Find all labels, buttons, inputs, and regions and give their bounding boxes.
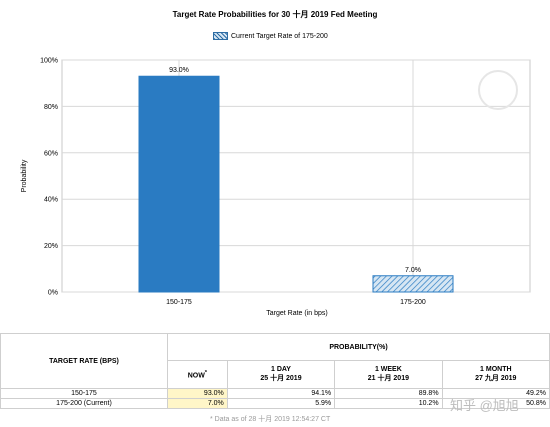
bar-value-label: 93.0%: [169, 67, 189, 74]
y-tick-label: 0%: [48, 290, 58, 297]
data-footnote: * Data as of 28 十月 2019 12:54:27 CT: [210, 416, 331, 423]
logo-watermark-icon: [478, 70, 518, 110]
y-tick-label: 80%: [44, 104, 58, 111]
y-tick-label: 60%: [44, 150, 58, 157]
bar-value-label: 7.0%: [405, 267, 421, 274]
col-now-header: NOW*: [167, 360, 228, 389]
x-tick-label: 175-200: [400, 299, 426, 306]
y-tick-label: 40%: [44, 197, 58, 204]
target-rate-header: TARGET RATE (BPS): [0, 333, 168, 389]
probability-bar-chart: 0% 20% 40% 60% 80% 100% 93.0% 150-175 7.0% 175-2…: [21, 58, 531, 317]
chart-title: Target Rate Probabilities for 30 十月 2019…: [172, 10, 378, 19]
x-tick-label: 150-175: [166, 299, 192, 306]
col-1week-header: 1 WEEK 21 十月 2019: [334, 360, 443, 389]
probability-header: PROBABILITY(%): [167, 333, 550, 361]
row-label: 175-200 (Current): [0, 398, 168, 409]
cell-1day: 94.1%: [226, 388, 336, 399]
probability-table: TARGET RATE (BPS) PROBABILITY(%) NOW* 1 …: [0, 333, 550, 409]
row-label: 150-175: [0, 388, 168, 399]
col-1month-header: 1 MONTH 27 九月 2019: [441, 360, 550, 389]
table-row: 175-200 (Current) 7.0% 5.9% 10.2% 50.8%: [0, 398, 550, 409]
bar-175-200: [372, 275, 454, 293]
legend-swatch: [213, 32, 228, 40]
plot-frame: [61, 59, 531, 293]
legend-label: Current Target Rate of 175-200: [231, 32, 328, 40]
cell-1week: 10.2%: [334, 398, 443, 409]
bar-150-175: [138, 75, 220, 293]
y-tick-label: 20%: [44, 243, 58, 250]
cell-1month: 50.8%: [441, 398, 550, 409]
y-axis-label: Probability: [21, 159, 28, 192]
watermark-credit: 知乎 @旭旭: [450, 398, 519, 413]
cell-1week: 89.8%: [334, 388, 443, 399]
chart-legend: Current Target Rate of 175-200: [213, 32, 328, 40]
x-axis-label: Target Rate (in bps): [266, 310, 327, 317]
y-tick-label: 100%: [40, 58, 58, 65]
col-1day-header: 1 DAY 25 十月 2019: [226, 360, 336, 389]
cell-now: 7.0%: [167, 398, 228, 409]
cell-now: 93.0%: [167, 388, 228, 399]
cell-1day: 5.9%: [226, 398, 336, 409]
